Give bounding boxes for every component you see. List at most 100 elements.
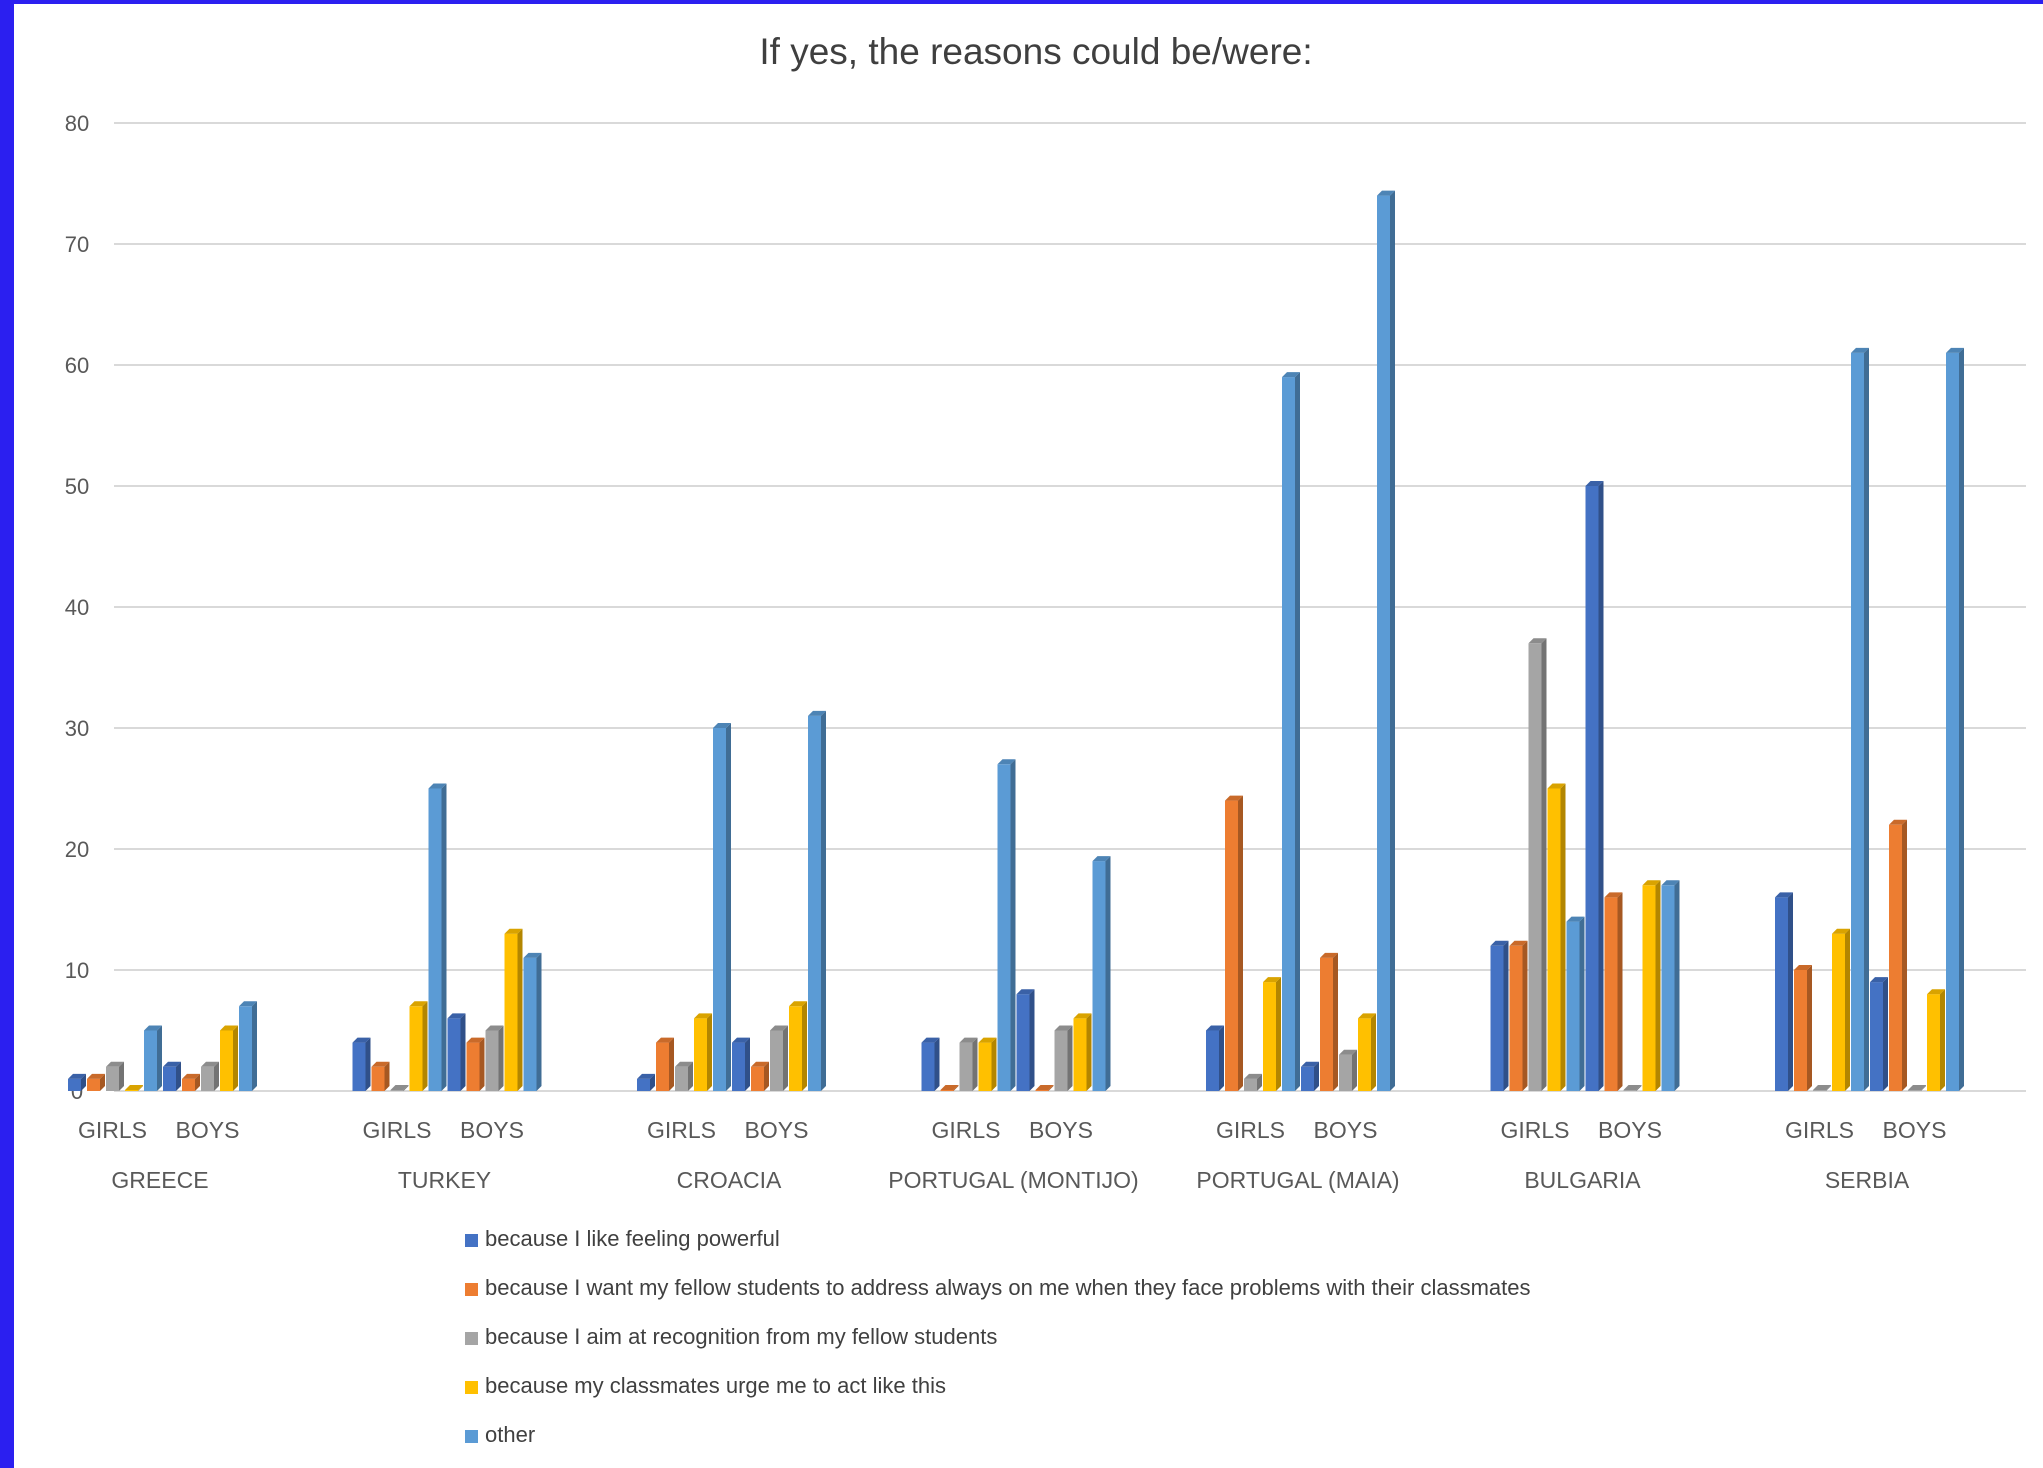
bar-side (214, 1061, 219, 1091)
bar-top (1566, 916, 1585, 922)
bar-front (87, 1078, 100, 1091)
bar (1339, 1049, 1357, 1091)
bar-front (125, 1090, 138, 1091)
bar-side (119, 1061, 124, 1091)
bar-top (1225, 795, 1243, 801)
bar-top (1775, 892, 1793, 898)
bar-top (409, 1001, 428, 1007)
bar-front (959, 1042, 973, 1091)
bar-side (1390, 190, 1395, 1092)
bar-side (972, 1037, 978, 1091)
bar-top (1832, 928, 1850, 934)
bar-side (1541, 638, 1547, 1091)
bar (182, 1073, 200, 1091)
bar-front (1301, 1066, 1314, 1091)
bar (1794, 965, 1812, 1091)
bar-side (934, 1037, 940, 1091)
bar-side (1067, 1025, 1073, 1091)
x-group-label: TURKEY (398, 1167, 491, 1193)
bar (1054, 1025, 1073, 1091)
y-tick-label: 10 (65, 958, 89, 983)
x-subgroup-label: BOYS (1029, 1117, 1093, 1143)
bar (504, 928, 523, 1091)
x-subgroup-label: GIRLS (647, 1117, 716, 1143)
bar-side (1959, 347, 1964, 1091)
bar-top (1661, 880, 1680, 886)
bar (1927, 989, 1945, 1091)
bar-side (1086, 1013, 1092, 1091)
bar-front (1832, 933, 1845, 1091)
x-subgroup-label: GIRLS (1216, 1117, 1285, 1143)
bar-side (81, 1073, 86, 1091)
bar-front (220, 1030, 233, 1091)
bar-side (1807, 965, 1812, 1091)
bar (1870, 977, 1888, 1091)
bar (751, 1061, 769, 1091)
bar (239, 1001, 257, 1091)
bar-front (751, 1066, 764, 1091)
y-tick-label: 70 (65, 232, 89, 257)
bar-front (1642, 885, 1656, 1091)
bar-top (182, 1073, 200, 1079)
bar-top (1358, 1013, 1376, 1019)
bar-side (252, 1001, 257, 1091)
bar-front (1775, 897, 1788, 1091)
bar (1509, 940, 1528, 1091)
bar-top (220, 1025, 238, 1031)
legend-swatch (465, 1332, 478, 1345)
bar-front (106, 1066, 119, 1091)
bar-side (1788, 892, 1793, 1091)
y-tick-label: 50 (65, 474, 89, 499)
bar-top (1035, 1085, 1054, 1090)
bar (1301, 1061, 1319, 1091)
bar (940, 1085, 959, 1091)
x-axis-labels: GIRLS BOYS GIRLS BOYS GIRLS BOYS GIRLS BOYS GIRL… (78, 1117, 1946, 1193)
legend-label: because I want my fellow students to add… (485, 1275, 1531, 1300)
bar-front (239, 1006, 252, 1091)
bar-side (1238, 795, 1243, 1091)
bar-top (808, 710, 826, 716)
bar (428, 783, 447, 1091)
bar (1566, 916, 1585, 1091)
bar-front (1377, 195, 1390, 1092)
bar (1282, 372, 1300, 1092)
bar (125, 1085, 143, 1091)
bar-side (1029, 989, 1035, 1091)
bar-front (637, 1078, 650, 1091)
bar (201, 1061, 219, 1091)
bar (1528, 638, 1547, 1091)
bar-side (1826, 1085, 1831, 1091)
bar-top (656, 1037, 674, 1043)
chart-frame: If yes, the reasons could be/were: 0 10 20… (14, 4, 2043, 1468)
bar (656, 1037, 674, 1091)
bar (466, 1037, 485, 1091)
bar-side (195, 1073, 200, 1091)
bar-top (371, 1061, 390, 1067)
bar (1547, 783, 1566, 1091)
bar-top (1794, 965, 1812, 970)
legend-item: because I aim at recognition from my fel… (465, 1324, 997, 1349)
bar-front (1358, 1018, 1371, 1091)
bar-side (498, 1025, 504, 1091)
bar-front (1946, 352, 1959, 1091)
bar (978, 1037, 997, 1091)
bar-top (485, 1025, 504, 1031)
legend-label: because my classmates urge me to act lik… (485, 1373, 946, 1398)
bar-side (1257, 1073, 1262, 1091)
bar-top (163, 1061, 181, 1067)
bar (106, 1061, 124, 1091)
chart-title: If yes, the reasons could be/were: (759, 31, 1312, 72)
legend-swatch (465, 1283, 478, 1296)
bar (87, 1073, 105, 1091)
bar-chart: If yes, the reasons could be/were: 01020… (65, 31, 2026, 1447)
bar-side (1864, 347, 1869, 1091)
x-subgroup-label: GIRLS (931, 1117, 1000, 1143)
bar-side (100, 1073, 105, 1091)
bar (1035, 1085, 1054, 1091)
bar-side (1219, 1025, 1224, 1091)
bar-side (1940, 989, 1945, 1091)
bar-top (732, 1037, 750, 1043)
bar-front (447, 1018, 461, 1091)
bar (523, 952, 542, 1091)
bar-top (1490, 940, 1509, 946)
